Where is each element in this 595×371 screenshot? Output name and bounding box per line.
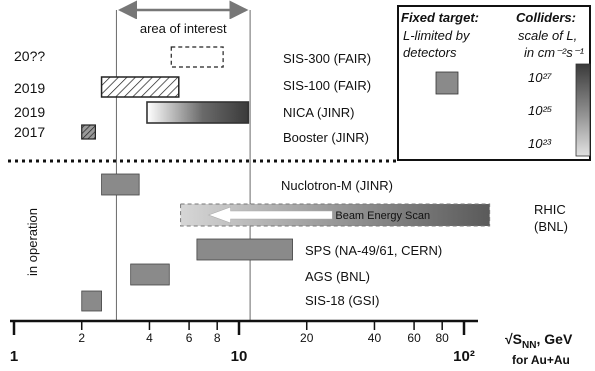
tick-label-100: 10² [453, 348, 475, 365]
bar-sis-300-fair [170, 46, 224, 68]
legend-fixed-title: Fixed target: [401, 10, 479, 25]
bar-sis-100-fair [100, 76, 180, 98]
x-axis-sublabel: for Au+Au [512, 353, 570, 367]
tick-label-80: 80 [436, 331, 450, 345]
name-sis-300-fair: SIS-300 (FAIR) [283, 51, 371, 66]
name-rhic-bnl: RHIC (BNL) [534, 202, 568, 234]
legend-fixed-text-1: L-limited by [403, 28, 471, 43]
legend-collider-text-1: scale of L, [518, 28, 577, 43]
name-sps-na-49-61-cern: SPS (NA-49/61, CERN) [305, 243, 442, 258]
name-nica-jinr: NICA (JINR) [283, 105, 355, 120]
year-booster-jinr: 2017 [14, 124, 45, 140]
area-of-interest: area of interest [115, 0, 251, 321]
bar-ags-bnl [130, 263, 170, 286]
legend-collider-title: Colliders: [516, 10, 576, 25]
tick-label-60: 60 [407, 331, 421, 345]
legend-fixed-swatch [435, 71, 459, 95]
tick-label-2: 2 [78, 331, 85, 345]
legend-scale-25: 10²⁵ [528, 103, 553, 118]
tick-label-8: 8 [214, 331, 221, 345]
facility-names: SIS-300 (FAIR) SIS-100 (FAIR) NICA (JINR) B… [281, 51, 568, 308]
tick-label-4: 4 [146, 331, 153, 345]
tick-label-40: 40 [368, 331, 382, 345]
bar-rhic-bnl [180, 203, 491, 227]
in-operation-label: in operation [25, 208, 40, 276]
legend-collider-gradient [575, 63, 591, 157]
name-sis-18-gsi: SIS-18 (GSI) [305, 293, 379, 308]
bar-booster-jinr [81, 124, 96, 140]
area-of-interest-label-bg [123, 19, 244, 37]
tick-label-1: 1 [10, 348, 18, 365]
tick-label-10: 10 [231, 348, 248, 365]
name-booster-jinr: Booster (JINR) [283, 130, 369, 145]
bar-nuclotron-m-jinr [101, 173, 140, 196]
bar-nica-jinr [146, 101, 250, 124]
bar-sps-na-49-61-cern [196, 238, 293, 261]
name-nuclotron-m-jinr: Nuclotron-M (JINR) [281, 178, 393, 193]
year-nica-jinr: 2019 [14, 104, 45, 120]
beam-energy-scan-label: Beam Energy Scan [335, 210, 430, 222]
tick-label-20: 20 [300, 331, 314, 345]
bar-sis-18-gsi [81, 290, 102, 312]
name-ags-bnl: AGS (BNL) [305, 269, 370, 284]
name-sis-100-fair: SIS-100 (FAIR) [283, 78, 371, 93]
tick-label-6: 6 [186, 331, 193, 345]
legend: Fixed target: L-limited by detectors Col… [397, 5, 591, 161]
legend-scale-27: 10²⁷ [528, 70, 553, 85]
area-of-interest-label: area of interest [140, 21, 227, 36]
facility-years: 20?? 2019 2019 2017 [14, 48, 45, 140]
beam-energy-scan-arrow [207, 206, 333, 224]
facility-bars: Beam Energy Scan [81, 46, 491, 312]
year-sis-300-fair: 20?? [14, 48, 45, 64]
legend-fixed-text-2: detectors [403, 45, 457, 60]
legend-scale-23: 10²³ [528, 136, 552, 151]
x-axis-unit-label: √SNN, GeV [505, 331, 573, 351]
legend-collider-text-2: in cm⁻²s⁻¹ [524, 45, 585, 60]
year-sis-100-fair: 2019 [14, 80, 45, 96]
legend-frame [397, 5, 591, 161]
